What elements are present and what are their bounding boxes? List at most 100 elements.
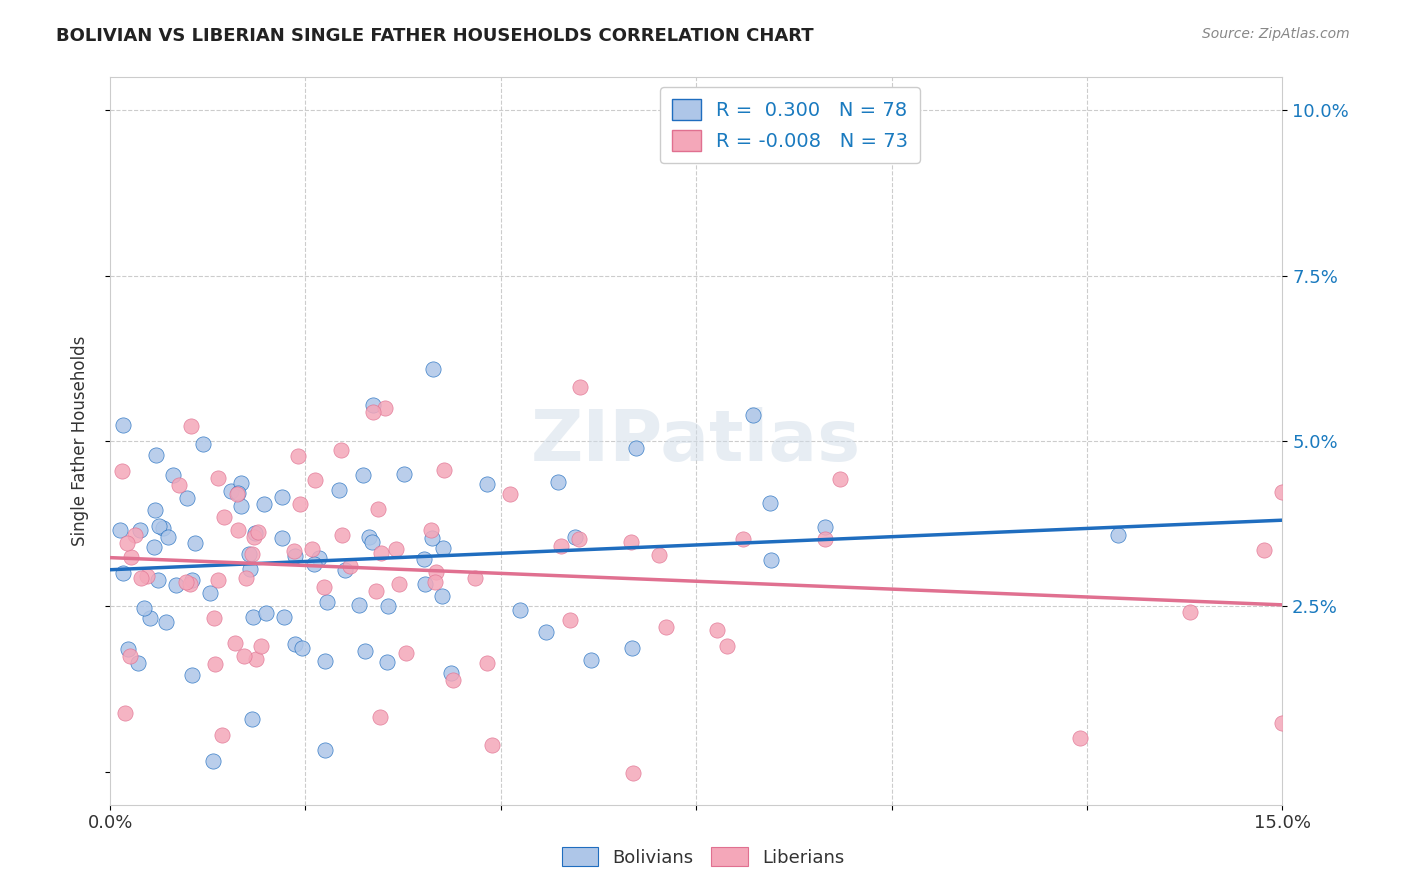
Bolivians [564,530,586,544]
Liberians [731,532,754,546]
Liberians [620,535,643,549]
Y-axis label: Single Father Households: Single Father Households [72,336,89,546]
Liberians [420,523,443,537]
Bolivians [231,475,253,490]
Liberians [425,565,447,579]
Bolivians [284,637,307,651]
Bolivians [201,755,224,769]
Bolivians [112,566,135,581]
Bolivians [626,441,648,455]
Text: ZIPatlas: ZIPatlas [531,407,862,475]
Bolivians [181,573,204,587]
Bolivians [229,499,252,513]
Bolivians [243,526,266,541]
Liberians [290,497,312,511]
Bolivians [814,520,837,534]
Liberians [814,532,837,546]
Bolivians [352,468,374,483]
Liberians [329,442,352,457]
Liberians [232,648,254,663]
Liberians [247,524,270,539]
Liberians [228,523,250,537]
Liberians [235,571,257,585]
Bolivians [440,665,463,680]
Liberians [245,652,267,666]
Liberians [179,577,201,591]
Bolivians [148,519,170,533]
Liberians [211,728,233,742]
Liberians [499,487,522,501]
Legend: R =  0.300   N = 78, R = -0.008   N = 73: R = 0.300 N = 78, R = -0.008 N = 73 [659,87,920,162]
Bolivians [142,540,165,554]
Liberians [1180,605,1202,619]
Bolivians [359,530,381,544]
Bolivians [176,491,198,505]
Liberians [111,464,134,478]
Liberians [706,623,728,637]
Liberians [550,539,572,553]
Bolivians [191,437,214,451]
Liberians [207,470,229,484]
Liberians [388,577,411,591]
Bolivians [156,530,179,544]
Bolivians [349,598,371,612]
Liberians [464,571,486,585]
Liberians [441,673,464,687]
Bolivians [127,656,149,670]
Bolivians [314,654,336,668]
Liberians [118,648,141,663]
Bolivians [165,577,187,591]
Bolivians [284,549,307,563]
Text: BOLIVIAN VS LIBERIAN SINGLE FATHER HOUSEHOLDS CORRELATION CHART: BOLIVIAN VS LIBERIAN SINGLE FATHER HOUSE… [56,27,814,45]
Bolivians [239,562,262,576]
Liberians [716,639,738,653]
Bolivians [270,490,292,504]
Bolivians [412,551,434,566]
Bolivians [432,541,454,555]
Liberians [304,473,326,487]
Liberians [202,611,225,625]
Liberians [180,418,202,433]
Bolivians [742,408,765,422]
Bolivians [271,531,294,545]
Liberians [330,528,353,542]
Liberians [204,657,226,672]
Liberians [395,646,418,660]
Bolivians [162,467,184,482]
Liberians [114,706,136,720]
Liberians [374,401,396,415]
Bolivians [304,557,326,571]
Liberians [1271,716,1294,731]
Liberians [243,530,266,544]
Bolivians [155,615,177,630]
Bolivians [184,536,207,550]
Bolivians [291,641,314,656]
Bolivians [1107,528,1129,542]
Bolivians [420,531,443,545]
Bolivians [328,483,350,497]
Liberians [135,568,157,582]
Bolivians [253,498,276,512]
Liberians [367,501,389,516]
Bolivians [117,642,139,657]
Liberians [129,571,152,585]
Liberians [477,656,499,670]
Bolivians [254,606,277,620]
Liberians [425,574,447,589]
Bolivians [134,601,156,615]
Liberians [366,584,388,599]
Bolivians [200,586,222,600]
Liberians [224,636,246,650]
Bolivians [377,599,399,614]
Liberians [1271,485,1294,500]
Liberians [207,573,229,587]
Bolivians [242,610,264,624]
Liberians [212,510,235,524]
Liberians [370,546,392,560]
Bolivians [226,485,249,500]
Bolivians [314,743,336,757]
Bolivians [621,641,644,656]
Bolivians [128,523,150,537]
Liberians [250,639,273,653]
Bolivians [363,398,385,412]
